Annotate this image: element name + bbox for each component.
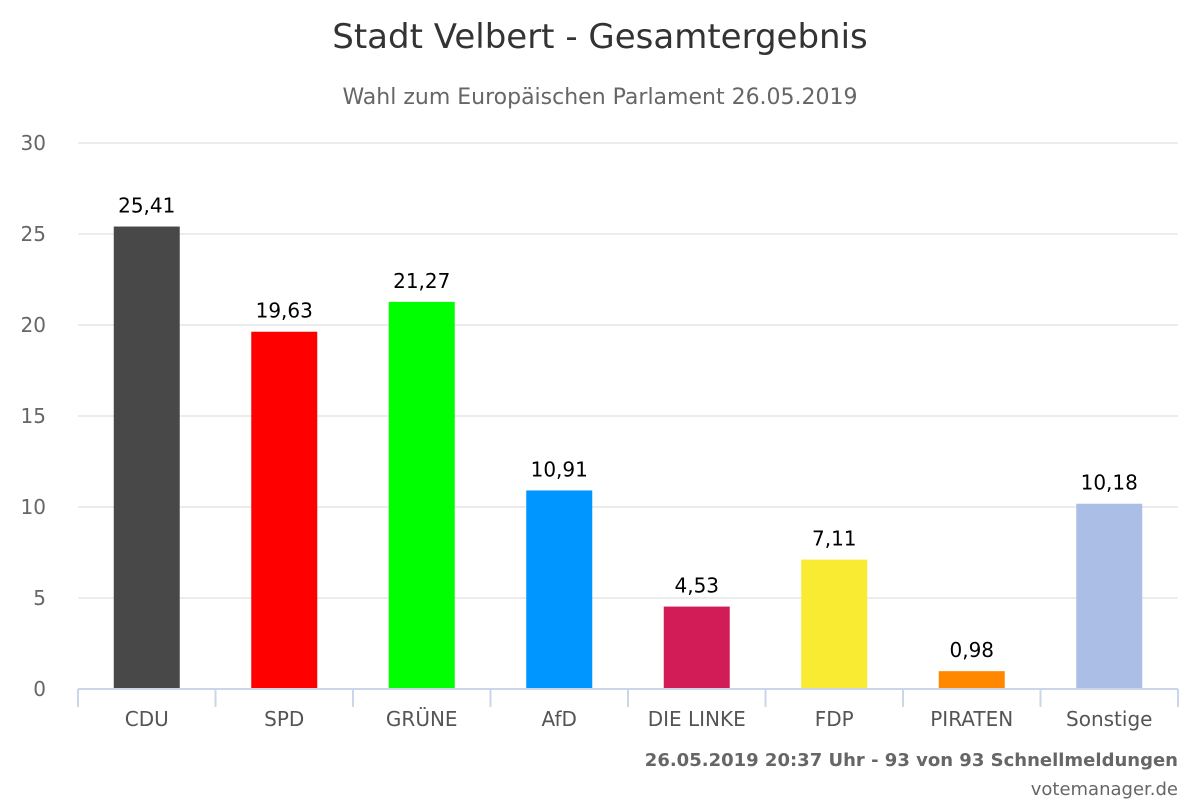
data-label: 0,98	[949, 638, 994, 662]
data-label: 10,91	[531, 457, 588, 481]
bar	[1076, 503, 1143, 689]
bar	[663, 606, 730, 689]
footer-timestamp: 26.05.2019 20:37 Uhr - 93 von 93 Schnell…	[645, 750, 1178, 771]
data-label: 10,18	[1081, 471, 1138, 495]
bar	[251, 331, 318, 689]
y-tick-label: 20	[21, 313, 46, 337]
bar	[388, 301, 455, 689]
y-tick-label: 10	[21, 495, 46, 519]
x-axis: CDU SPD GRÜNE AfD DIE LINKE FDP PIRATEN Sonstig…	[77, 688, 1179, 731]
y-tick-label: 15	[21, 404, 46, 428]
bar	[938, 671, 1005, 689]
bars: 25,41 19,63 21,27 10,91 4,53 7,11 0,98 10,18	[113, 194, 1143, 689]
category-label: CDU	[125, 707, 169, 731]
y-tick-label: 25	[21, 222, 46, 246]
y-tick-label: 0	[33, 677, 46, 701]
bar	[526, 490, 593, 689]
chart-subtitle: Wahl zum Europäischen Parlament 26.05.20…	[342, 85, 857, 110]
category-label: DIE LINKE	[648, 707, 746, 731]
y-gridlines	[78, 142, 1178, 599]
category-label: FDP	[815, 707, 854, 731]
bar	[801, 559, 868, 689]
chart-title: Stadt Velbert - Gesamtergebnis	[332, 17, 868, 57]
category-label: Sonstige	[1066, 707, 1152, 731]
y-tick-label: 30	[21, 131, 46, 155]
y-tick-label: 5	[33, 586, 46, 610]
y-axis-ticks: 0 5 10 15 20 25 30	[21, 131, 46, 701]
data-label: 4,53	[674, 574, 719, 598]
data-label: 19,63	[256, 299, 313, 323]
category-label: AfD	[542, 707, 577, 731]
data-label: 7,11	[812, 527, 857, 551]
data-label: 21,27	[393, 269, 450, 293]
bar	[113, 226, 180, 689]
data-label: 25,41	[118, 194, 175, 218]
category-label: SPD	[264, 707, 304, 731]
footer-credit[interactable]: votemanager.de	[1031, 779, 1178, 800]
category-label: PIRATEN	[930, 707, 1013, 731]
category-label: GRÜNE	[386, 707, 458, 731]
